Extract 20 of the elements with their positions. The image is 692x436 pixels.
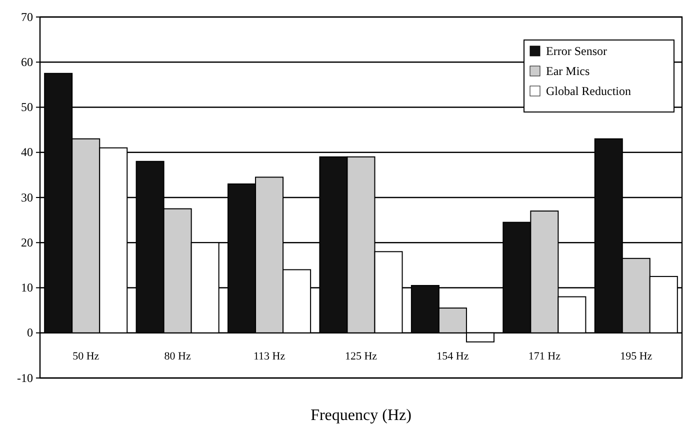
x-tick-label: 80 Hz — [164, 350, 191, 362]
x-tick-label: 50 Hz — [72, 350, 100, 362]
x-axis-title: Frequency (Hz) — [310, 407, 412, 424]
legend-label: Global Reduction — [546, 84, 631, 98]
y-tick-label: 10 — [21, 280, 33, 295]
y-tick-label: -10 — [17, 370, 33, 385]
legend-label: Ear Mics — [546, 64, 590, 78]
x-tick-label: 171 Hz — [528, 350, 561, 362]
y-tick-label: 50 — [21, 100, 33, 114]
y-tick-label: 70 — [21, 10, 33, 24]
legend-label: Error Sensor — [546, 44, 607, 58]
x-tick-label: 195 Hz — [620, 350, 652, 362]
y-tick-label: 40 — [21, 145, 33, 160]
x-tick-label: 113 Hz — [253, 350, 286, 362]
x-tick-label: 125 Hz — [344, 350, 378, 362]
y-tick-label: 20 — [21, 235, 33, 250]
y-tick-label: 60 — [21, 54, 33, 69]
x-tick-label: 154 Hz — [436, 350, 469, 362]
y-tick-label: 0 — [27, 326, 33, 340]
y-tick-label: 30 — [21, 190, 33, 204]
